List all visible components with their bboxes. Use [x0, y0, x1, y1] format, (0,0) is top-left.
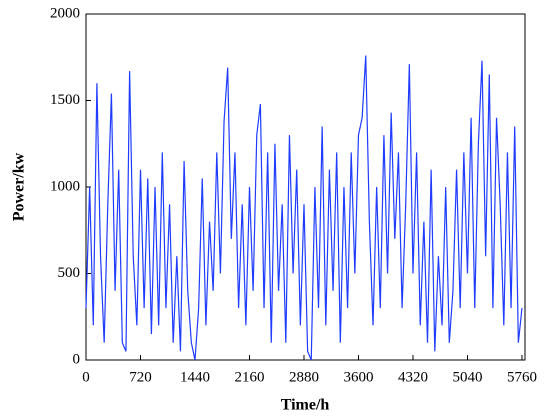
y-tick-label: 500	[58, 265, 81, 281]
x-tick-label: 2880	[289, 369, 319, 385]
x-tick-label: 2160	[234, 369, 264, 385]
x-tick-label: 5040	[452, 369, 482, 385]
x-tick-label: 3600	[343, 369, 373, 385]
x-tick-label: 1440	[180, 369, 210, 385]
y-tick-label: 1500	[50, 92, 80, 108]
x-tick-label: 0	[82, 369, 90, 385]
x-axis-label: Time/h	[281, 397, 330, 414]
y-tick-label: 0	[73, 351, 81, 367]
x-tick-label: 5760	[507, 369, 537, 385]
x-tick-label: 4320	[398, 369, 428, 385]
x-tick-label: 720	[129, 369, 152, 385]
data-line	[85, 55, 523, 361]
y-tick-label: 2000	[50, 5, 80, 21]
y-tick-label: 1000	[50, 178, 80, 194]
y-axis-label: Power/kw	[11, 152, 28, 221]
